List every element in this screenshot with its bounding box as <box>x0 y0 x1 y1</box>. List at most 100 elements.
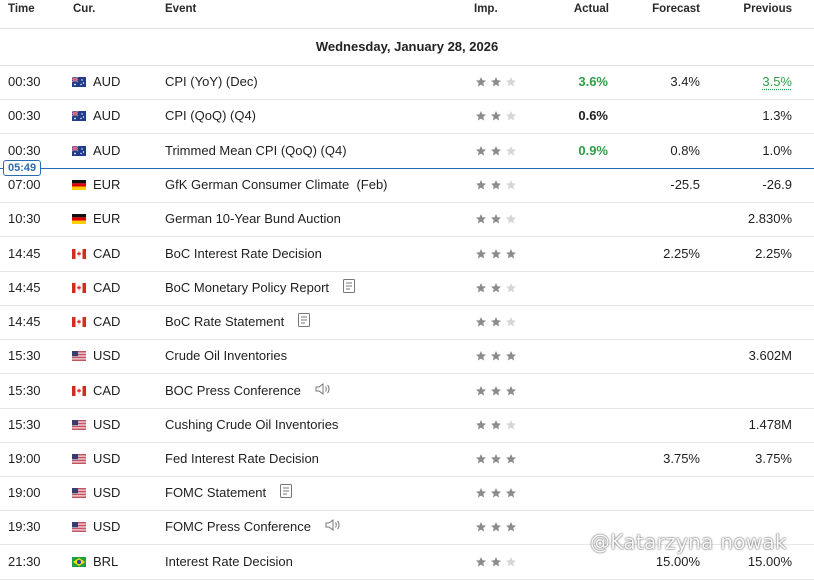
star-filled-icon <box>505 487 517 499</box>
event-name[interactable]: BoC Rate Statement <box>165 314 284 329</box>
star-filled-icon <box>505 521 517 533</box>
star-empty-icon <box>505 145 517 157</box>
star-filled-icon <box>490 213 502 225</box>
event-name-cell[interactable]: BoC Rate Statement <box>165 305 310 340</box>
current-time-badge: 05:49 <box>3 160 41 176</box>
event-name-cell[interactable]: CPI (YoY) (Dec) <box>165 65 258 99</box>
event-name-cell[interactable]: BoC Monetary Policy Report <box>165 271 355 306</box>
star-filled-icon <box>490 487 502 499</box>
report-document-icon[interactable] <box>280 477 292 511</box>
header-actual[interactable]: Actual <box>574 3 609 15</box>
event-time: 19:30 <box>8 510 41 544</box>
report-document-icon[interactable] <box>298 306 310 340</box>
star-filled-icon <box>475 521 487 533</box>
event-row[interactable]: 14:45 CAD BoC Monetary Policy Report <box>0 271 814 306</box>
event-currency: CAD <box>93 237 120 271</box>
star-empty-icon <box>505 556 517 568</box>
event-name-cell[interactable]: German 10-Year Bund Auction <box>165 202 341 236</box>
star-empty-icon <box>505 419 517 431</box>
country-flag-icon <box>72 386 86 396</box>
event-forecast: 3.4% <box>670 65 700 99</box>
event-row[interactable]: 07:00 EUR GfK German Consumer Climate (Feb… <box>0 168 814 203</box>
event-name-cell[interactable]: CPI (QoQ) (Q4) <box>165 99 256 133</box>
event-name-cell[interactable]: Crude Oil Inventories <box>165 339 287 373</box>
event-forecast: 0.8% <box>670 134 700 168</box>
event-previous[interactable]: 3.5% <box>762 65 792 99</box>
event-row[interactable]: 15:30 USD Crude Oil Inventories 3.602M <box>0 339 814 374</box>
header-time[interactable]: Time <box>8 3 35 15</box>
event-name[interactable]: FOMC Statement <box>165 485 266 500</box>
star-empty-icon <box>505 213 517 225</box>
event-currency: AUD <box>93 99 120 133</box>
importance-stars <box>475 110 517 122</box>
event-row[interactable]: 15:30 CAD BOC Press Conference <box>0 374 814 409</box>
event-name[interactable]: Fed Interest Rate Decision <box>165 451 319 466</box>
star-filled-icon <box>475 316 487 328</box>
event-name[interactable]: BoC Interest Rate Decision <box>165 246 322 261</box>
event-currency: USD <box>93 442 120 476</box>
header-currency[interactable]: Cur. <box>73 3 95 15</box>
event-name-cell[interactable]: Interest Rate Decision <box>165 545 293 579</box>
star-filled-icon <box>490 521 502 533</box>
event-name-cell[interactable]: FOMC Statement <box>165 476 292 511</box>
star-filled-icon <box>475 76 487 88</box>
event-currency: USD <box>93 408 120 442</box>
event-time: 15:30 <box>8 374 41 408</box>
report-document-icon[interactable] <box>343 272 355 306</box>
event-name-cell[interactable]: Trimmed Mean CPI (QoQ) (Q4) <box>165 134 347 168</box>
event-name[interactable]: Cushing Crude Oil Inventories <box>165 417 338 432</box>
star-empty-icon <box>505 110 517 122</box>
header-event[interactable]: Event <box>165 3 196 15</box>
event-row[interactable]: 14:45 CAD BoC Interest Rate Decision 2.25% 2… <box>0 237 814 272</box>
event-currency: CAD <box>93 305 120 339</box>
event-name[interactable]: CPI (QoQ) (Q4) <box>165 108 256 123</box>
event-forecast: 3.75% <box>663 442 700 476</box>
event-row[interactable]: 10:30 EUR German 10-Year Bund Auction 2.830… <box>0 202 814 237</box>
event-time: 00:30 <box>8 65 41 99</box>
event-row[interactable]: 00:30 AUD CPI (YoY) (Dec) 3.6% 3.4% 3.5% <box>0 65 814 100</box>
event-row[interactable]: 19:00 USD Fed Interest Rate Decision 3.75% 3… <box>0 442 814 477</box>
event-name-cell[interactable]: BoC Interest Rate Decision <box>165 237 322 271</box>
speaker-icon[interactable] <box>315 375 331 409</box>
event-actual: 3.6% <box>578 65 608 99</box>
event-name[interactable]: BoC Monetary Policy Report <box>165 280 329 295</box>
event-row[interactable]: 00:30 AUD Trimmed Mean CPI (QoQ) (Q4) 0.9% 0… <box>0 134 814 169</box>
header-forecast[interactable]: Forecast <box>652 3 700 15</box>
event-row[interactable]: 15:30 USD Cushing Crude Oil Inventories 1.4… <box>0 408 814 443</box>
event-name-cell[interactable]: Fed Interest Rate Decision <box>165 442 319 476</box>
event-name[interactable]: German 10-Year Bund Auction <box>165 211 341 226</box>
star-filled-icon <box>505 385 517 397</box>
importance-stars <box>475 76 517 88</box>
event-name[interactable]: BOC Press Conference <box>165 383 301 398</box>
event-name[interactable]: FOMC Press Conference <box>165 519 311 534</box>
star-empty-icon <box>505 179 517 191</box>
event-name-cell[interactable]: Cushing Crude Oil Inventories <box>165 408 338 442</box>
event-currency: CAD <box>93 271 120 305</box>
header-importance[interactable]: Imp. <box>474 3 498 15</box>
speaker-icon[interactable] <box>325 511 341 545</box>
event-previous: 2.25% <box>755 237 792 271</box>
event-currency: EUR <box>93 168 120 202</box>
event-name-cell[interactable]: GfK German Consumer Climate (Feb) <box>165 168 388 202</box>
event-name[interactable]: Interest Rate Decision <box>165 554 293 569</box>
event-time: 21:30 <box>8 545 41 579</box>
star-empty-icon <box>505 76 517 88</box>
event-row[interactable]: 19:00 USD FOMC Statement <box>0 476 814 511</box>
event-row[interactable]: 14:45 CAD BoC Rate Statement <box>0 305 814 340</box>
event-name-cell[interactable]: BOC Press Conference <box>165 374 331 409</box>
event-previous: 3.602M <box>749 339 792 373</box>
event-name[interactable]: GfK German Consumer Climate (Feb) <box>165 177 388 192</box>
star-filled-icon <box>490 282 502 294</box>
event-name[interactable]: CPI (YoY) (Dec) <box>165 74 258 89</box>
event-name[interactable]: Trimmed Mean CPI (QoQ) (Q4) <box>165 143 347 158</box>
country-flag-icon <box>72 214 86 224</box>
star-filled-icon <box>475 419 487 431</box>
star-filled-icon <box>475 350 487 362</box>
star-filled-icon <box>490 350 502 362</box>
event-name-cell[interactable]: FOMC Press Conference <box>165 510 341 545</box>
event-time: 14:45 <box>8 305 41 339</box>
event-row[interactable]: 00:30 AUD CPI (QoQ) (Q4) 0.6% 1.3% <box>0 99 814 134</box>
event-name[interactable]: Crude Oil Inventories <box>165 348 287 363</box>
event-previous: -26.9 <box>762 168 792 202</box>
header-previous[interactable]: Previous <box>743 3 792 15</box>
